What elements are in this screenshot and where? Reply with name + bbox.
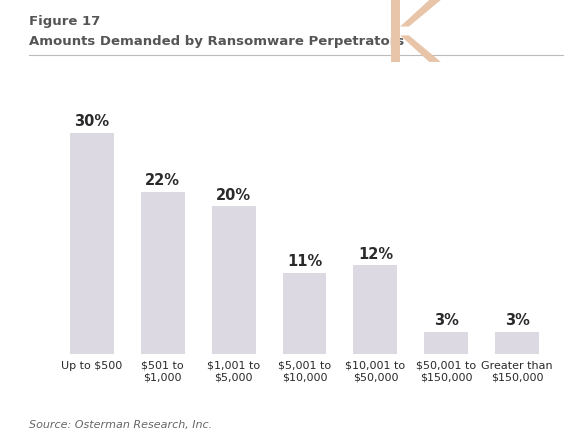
Text: 30%: 30% [74, 114, 110, 129]
Text: 11%: 11% [287, 254, 322, 269]
Text: Source: Osterman Research, Inc.: Source: Osterman Research, Inc. [29, 419, 212, 430]
Bar [141, 191, 184, 354]
Bar [282, 273, 327, 354]
Bar [353, 265, 397, 354]
Text: 20%: 20% [216, 187, 251, 202]
Text: 3%: 3% [434, 313, 459, 328]
Text: 22%: 22% [145, 173, 180, 188]
Bar [212, 206, 256, 354]
Text: Figure 17: Figure 17 [29, 15, 100, 28]
Bar [425, 332, 468, 354]
Text: Amounts Demanded by Ransomware Perpetrators: Amounts Demanded by Ransomware Perpetrat… [29, 35, 404, 48]
Bar [70, 133, 114, 354]
Bar [495, 332, 539, 354]
Text: 3%: 3% [505, 313, 530, 328]
Text: 12%: 12% [358, 247, 393, 262]
